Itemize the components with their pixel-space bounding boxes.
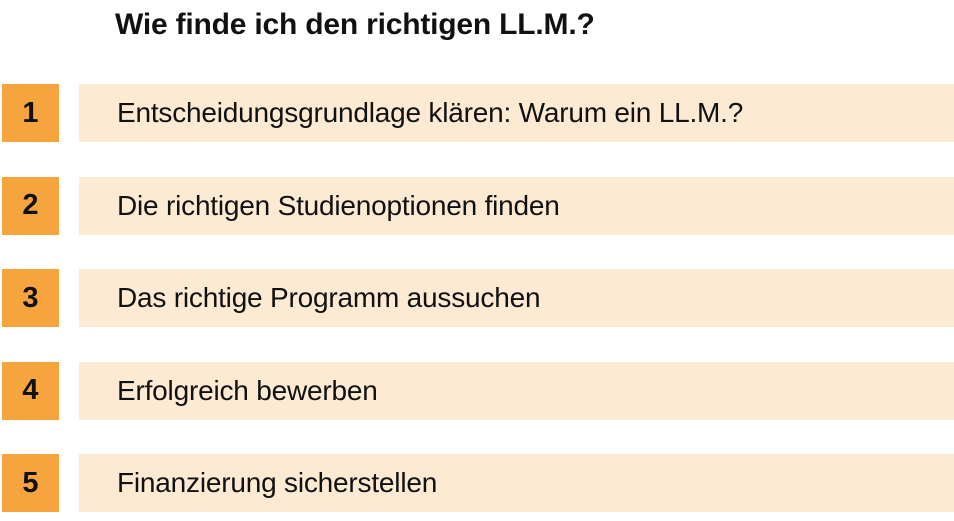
- step-row: 5 Finanzierung sicherstellen: [0, 454, 954, 512]
- step-label: Entscheidungsgrundlage klären: Warum ein…: [117, 97, 744, 128]
- step-label-bar: Das richtige Programm aussuchen: [79, 269, 954, 327]
- step-row: 3 Das richtige Programm aussuchen: [0, 269, 954, 327]
- step-number-badge: 2: [2, 176, 59, 235]
- step-label-bar: Finanzierung sicherstellen: [79, 454, 954, 512]
- row-gap: [59, 269, 79, 327]
- row-gap: [59, 84, 79, 142]
- step-number-badge: 3: [2, 269, 59, 327]
- step-row: 2 Die richtigen Studienoptionen finden: [0, 176, 954, 235]
- step-number-badge: 4: [2, 361, 59, 420]
- page-title: Wie finde ich den richtigen LL.M.?: [115, 8, 595, 41]
- step-label-bar: Entscheidungsgrundlage klären: Warum ein…: [79, 84, 954, 142]
- step-label: Finanzierung sicherstellen: [117, 467, 438, 498]
- step-label-bar: Die richtigen Studienoptionen finden: [79, 176, 954, 235]
- steps-list: 1 Entscheidungsgrundlage klären: Warum e…: [0, 84, 954, 512]
- step-label-bar: Erfolgreich bewerben: [79, 361, 954, 420]
- row-gap: [59, 454, 79, 512]
- step-label: Erfolgreich bewerben: [117, 374, 378, 406]
- step-label: Die richtigen Studienoptionen finden: [117, 189, 560, 221]
- step-number-badge: 1: [2, 84, 59, 142]
- step-row: 4 Erfolgreich bewerben: [0, 361, 954, 420]
- step-label: Das richtige Programm aussuchen: [117, 282, 541, 313]
- step-number-badge: 5: [2, 454, 59, 512]
- row-gap: [59, 177, 79, 235]
- step-row: 1 Entscheidungsgrundlage klären: Warum e…: [0, 84, 954, 142]
- row-gap: [59, 362, 79, 420]
